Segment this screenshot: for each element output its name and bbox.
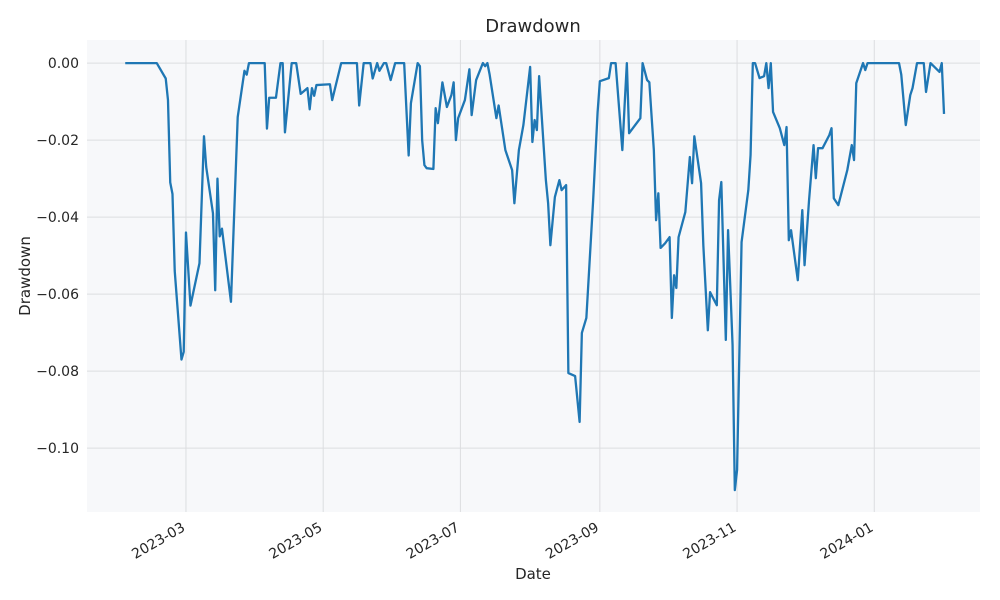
data-line <box>125 61 946 492</box>
x-axis-label: Date <box>515 565 551 583</box>
y-tick-label: −0.06 <box>36 287 79 303</box>
y-tick-label: −0.04 <box>36 210 79 226</box>
y-axis-label: Drawdown <box>16 236 34 316</box>
x-tick-label: 2023-07 <box>404 520 463 563</box>
plot-area <box>87 40 980 512</box>
y-tick-label: −0.08 <box>36 364 79 380</box>
y-tick-label: −0.02 <box>36 133 79 149</box>
x-tick-label: 2023-09 <box>543 520 602 563</box>
x-tick-label: 2023-11 <box>680 520 739 563</box>
y-tick-label: 0.00 <box>48 56 79 72</box>
x-tick-label: 2024-01 <box>818 520 877 563</box>
y-tick-label: −0.10 <box>36 441 79 457</box>
chart-title: Drawdown <box>485 16 581 37</box>
x-tick-label: 2023-03 <box>129 520 188 563</box>
x-tick-label: 2023-05 <box>267 520 326 563</box>
